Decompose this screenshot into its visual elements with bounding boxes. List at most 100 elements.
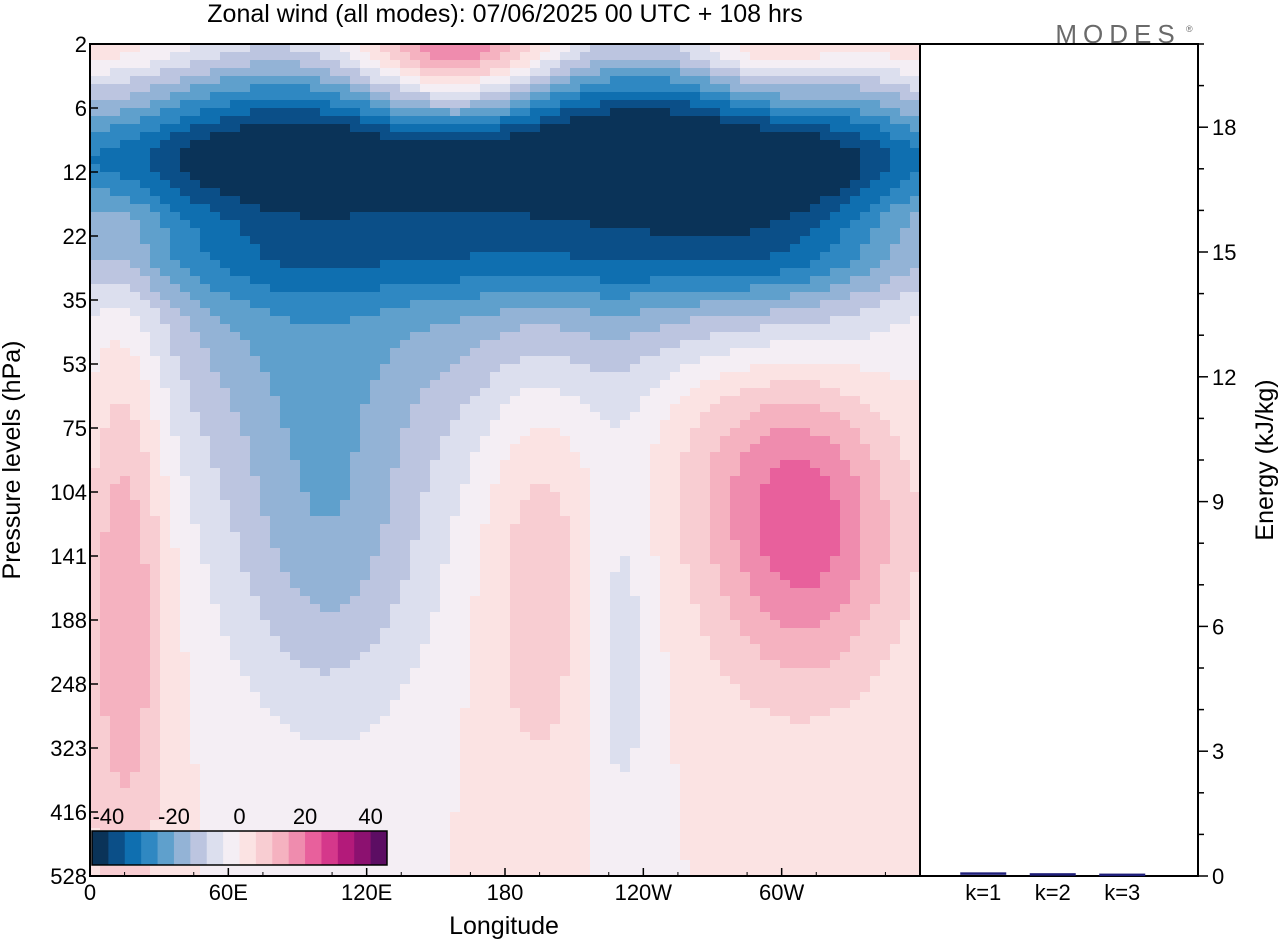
heatmap-cell: [120, 276, 131, 285]
heatmap-cell: [590, 60, 601, 69]
heatmap-cell: [350, 476, 361, 485]
heatmap-cell: [690, 108, 701, 117]
heatmap-cell: [140, 284, 151, 293]
heatmap-cell: [370, 308, 381, 317]
heatmap-cell: [180, 468, 191, 477]
heatmap-cell: [440, 324, 451, 333]
heatmap-cell: [390, 324, 401, 333]
heatmap-cell: [770, 60, 781, 69]
heatmap-cell: [130, 412, 141, 421]
heatmap-cell: [630, 492, 641, 501]
heatmap-cell: [840, 420, 851, 429]
heatmap-cell: [210, 364, 221, 373]
heatmap-cell: [280, 404, 291, 413]
heatmap-cell: [660, 332, 671, 341]
heatmap-cell: [410, 124, 421, 133]
heatmap-cell: [250, 484, 261, 493]
heatmap-cell: [480, 172, 491, 181]
heatmap-cell: [520, 364, 531, 373]
heatmap-cell: [90, 476, 101, 485]
heatmap-cell: [280, 180, 291, 189]
heatmap-cell: [770, 388, 781, 397]
heatmap-cell: [220, 148, 231, 157]
heatmap-cell: [650, 252, 661, 261]
heatmap-cell: [740, 380, 751, 389]
heatmap-cell: [720, 444, 731, 453]
heatmap-cell: [270, 132, 281, 141]
heatmap-cell: [130, 444, 141, 453]
heatmap-cell: [750, 228, 761, 237]
heatmap-cell: [150, 332, 161, 341]
heatmap-cell: [880, 68, 891, 77]
heatmap-cell: [270, 500, 281, 509]
heatmap-cell: [530, 52, 541, 61]
heatmap-cell: [750, 196, 761, 205]
heatmap-cell: [730, 404, 741, 413]
heatmap-cell: [680, 436, 691, 445]
heatmap-cell: [800, 132, 811, 141]
heatmap-cell: [520, 492, 531, 501]
heatmap-cell: [530, 516, 541, 525]
heatmap-cell: [820, 228, 831, 237]
heatmap-cell: [700, 308, 711, 317]
heatmap-cell: [180, 404, 191, 413]
heatmap-cell: [570, 132, 581, 141]
heatmap-cell: [230, 204, 241, 213]
heatmap-cell: [760, 100, 771, 109]
heatmap-cell: [250, 356, 261, 365]
heatmap-cell: [290, 188, 301, 197]
heatmap-cell: [650, 316, 661, 325]
heatmap-cell: [410, 444, 421, 453]
heatmap-cell: [220, 68, 231, 77]
heatmap-cell: [390, 364, 401, 373]
heatmap-cell: [780, 140, 791, 149]
heatmap-cell: [670, 356, 681, 365]
heatmap-cell: [900, 468, 911, 477]
heatmap-cell: [830, 356, 841, 365]
heatmap-cell: [620, 388, 631, 397]
heatmap-cell: [300, 84, 311, 93]
heatmap-cell: [590, 452, 601, 461]
heatmap-cell: [420, 60, 431, 69]
heatmap-cell: [550, 132, 561, 141]
heatmap-cell: [490, 428, 501, 437]
heatmap-cell: [660, 516, 671, 525]
heatmap-cell: [280, 252, 291, 261]
heatmap-cell: [350, 164, 361, 173]
heatmap-cell: [470, 84, 481, 93]
heatmap-cell: [830, 516, 841, 525]
heatmap-cell: [900, 132, 911, 141]
heatmap-cell: [800, 428, 811, 437]
heatmap-cell: [700, 116, 711, 125]
heatmap-cell: [830, 404, 841, 413]
heatmap-cell: [290, 324, 301, 333]
heatmap-cell: [270, 188, 281, 197]
heatmap-cell: [240, 492, 251, 501]
heatmap-cell: [450, 180, 461, 189]
heatmap-cell: [800, 44, 811, 53]
heatmap-cell: [710, 420, 721, 429]
heatmap-cell: [620, 76, 631, 85]
heatmap-cell: [840, 76, 851, 85]
heatmap-cell: [910, 476, 920, 485]
heatmap-cell: [270, 268, 281, 277]
heatmap-cell: [490, 396, 501, 405]
heatmap-cell: [140, 460, 151, 469]
heatmap-cell: [300, 220, 311, 229]
heatmap-cell: [390, 316, 401, 325]
heatmap-cell: [170, 116, 181, 125]
heatmap-cell: [880, 44, 891, 53]
heatmap-cell: [700, 220, 711, 229]
heatmap-cell: [500, 228, 511, 237]
heatmap-cell: [510, 516, 521, 525]
heatmap-cell: [570, 196, 581, 205]
heatmap-cell: [440, 284, 451, 293]
heatmap-cell: [780, 220, 791, 229]
heatmap-cell: [340, 156, 351, 165]
heatmap-cell: [830, 284, 841, 293]
heatmap-cell: [310, 436, 321, 445]
heatmap-cell: [350, 364, 361, 373]
heatmap-cell: [270, 212, 281, 221]
heatmap-cell: [860, 340, 871, 349]
heatmap-cell: [260, 196, 271, 205]
